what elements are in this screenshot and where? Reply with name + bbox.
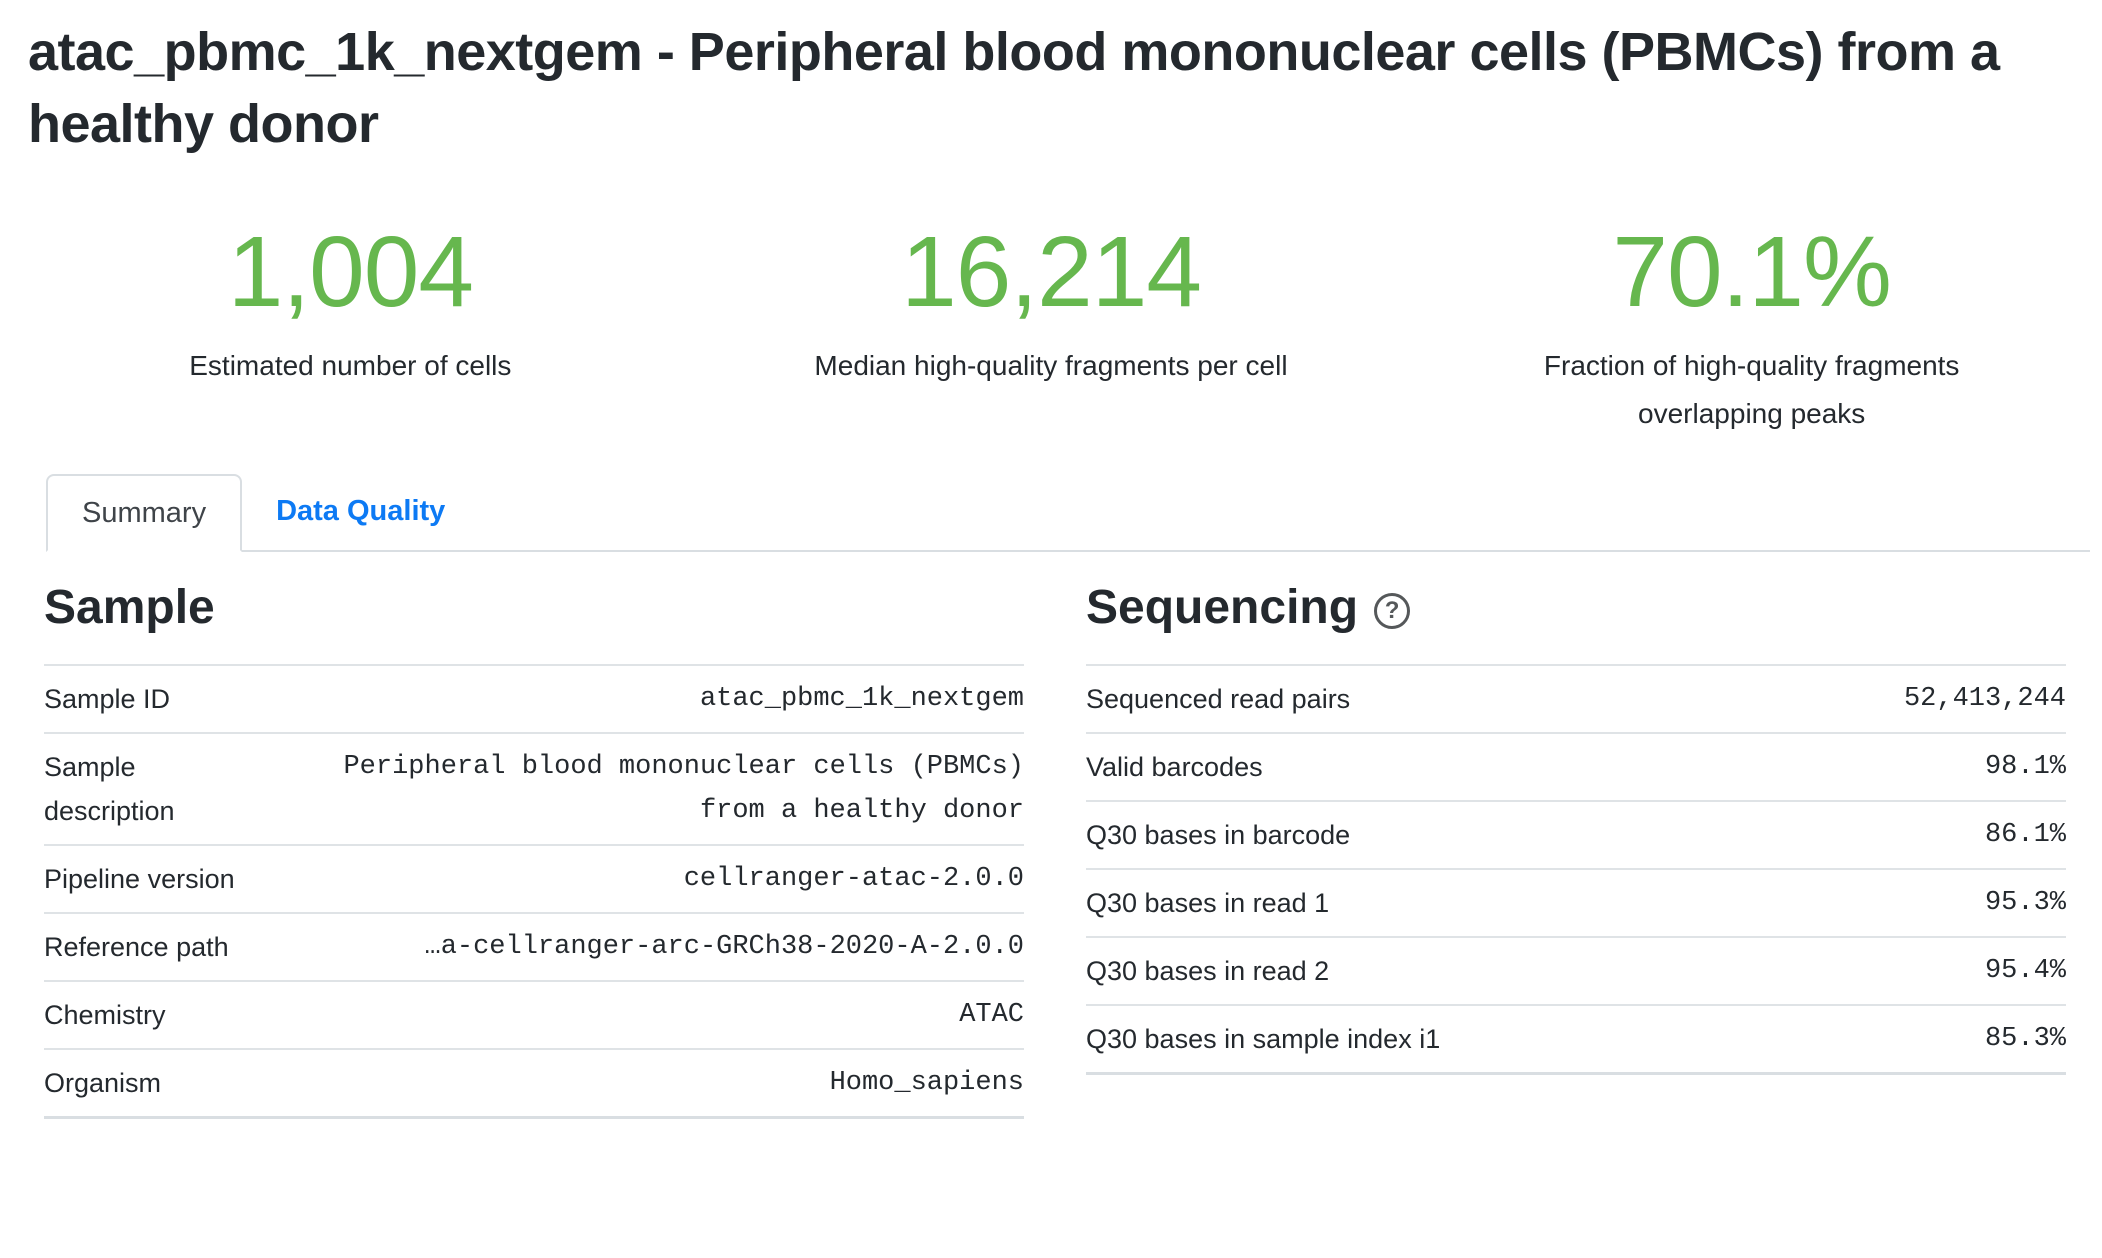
table-row: Q30 bases in read 1 95.3% (1086, 869, 2066, 937)
row-label: Q30 bases in sample index i1 (1086, 1024, 1441, 1054)
tab-data-quality[interactable]: Data Quality (276, 494, 446, 527)
row-value: cellranger-atac-2.0.0 (683, 864, 1024, 894)
row-label: Organism (44, 1068, 162, 1098)
summary-content: Sample Sample ID atac_pbmc_1k_nextgem Sa… (44, 582, 2066, 1119)
metric-value: 16,214 (901, 216, 1202, 328)
row-value: ATAC (959, 1000, 1024, 1030)
row-value: atac_pbmc_1k_nextgem (699, 684, 1024, 714)
row-label: Q30 bases in barcode (1086, 820, 1351, 850)
sample-table: Sample ID atac_pbmc_1k_nextgem Sample de… (44, 664, 1024, 1119)
metric-value: 1,004 (227, 216, 474, 328)
table-row: Pipeline version cellranger-atac-2.0.0 (44, 845, 1024, 913)
row-value: 52,413,244 (1903, 684, 2066, 714)
row-value: 98.1% (1984, 752, 2066, 782)
row-label: Valid barcodes (1086, 752, 1263, 782)
table-row: Sample ID atac_pbmc_1k_nextgem (44, 665, 1024, 733)
row-value: 95.3% (1984, 888, 2066, 918)
table-row: Sample description Peripheral blood mono… (44, 733, 1024, 845)
page-title: atac_pbmc_1k_nextgem - Peripheral blood … (28, 22, 2000, 154)
row-label: Sequenced read pairs (1086, 684, 1351, 714)
metric-label: Fraction of high-quality fragments overl… (1543, 350, 1960, 429)
question-circle-icon[interactable]: ? (1374, 593, 1411, 629)
row-label: Q30 bases in read 1 (1086, 888, 1330, 918)
row-label: Sample description (44, 752, 175, 826)
row-value: 85.3% (1984, 1024, 2066, 1054)
metric-median-fragments: 16,214 Median high-quality fragments per… (701, 222, 1402, 438)
row-label: Q30 bases in read 2 (1086, 956, 1330, 986)
row-label: Pipeline version (44, 864, 235, 894)
sequencing-section: Sequencing ? Sequenced read pairs 52,413… (1086, 582, 2066, 1119)
metric-label: Estimated number of cells (189, 350, 512, 381)
row-value: Homo_sapiens (829, 1068, 1024, 1098)
sample-section-title: Sample (44, 581, 215, 634)
metric-fraction-overlapping-peaks: 70.1% Fraction of high-quality fragments… (1401, 222, 2102, 438)
row-label: Reference path (44, 932, 229, 962)
tab-bar: Summary Data Quality (46, 472, 2090, 552)
table-row: Q30 bases in read 2 95.4% (1086, 937, 2066, 1005)
tab-summary[interactable]: Summary (46, 474, 243, 552)
row-value: 86.1% (1984, 820, 2066, 850)
metric-label: Median high-quality fragments per cell (814, 350, 1288, 381)
row-value: 95.4% (1984, 956, 2066, 986)
row-value: Peripheral blood mononuclear cells (PBMC… (343, 752, 1024, 826)
row-label: Chemistry (44, 1000, 166, 1030)
row-value: …a-cellranger-arc-GRCh38-2020-A-2.0.0 (424, 932, 1025, 962)
table-row: Reference path …a-cellranger-arc-GRCh38-… (44, 913, 1024, 981)
table-row: Q30 bases in barcode 86.1% (1086, 801, 2066, 869)
metrics-hero-row: 1,004 Estimated number of cells 16,214 M… (0, 222, 2102, 438)
row-label: Sample ID (44, 684, 171, 714)
metric-value: 70.1% (1612, 216, 1892, 328)
sample-section: Sample Sample ID atac_pbmc_1k_nextgem Sa… (44, 582, 1024, 1119)
table-row: Chemistry ATAC (44, 981, 1024, 1049)
table-row: Valid barcodes 98.1% (1086, 733, 2066, 801)
table-row: Q30 bases in sample index i1 85.3% (1086, 1005, 2066, 1074)
metric-estimated-cells: 1,004 Estimated number of cells (0, 222, 701, 438)
sequencing-table: Sequenced read pairs 52,413,244 Valid ba… (1086, 664, 2066, 1075)
table-row: Organism Homo_sapiens (44, 1049, 1024, 1118)
table-row: Sequenced read pairs 52,413,244 (1086, 665, 2066, 733)
sequencing-section-title: Sequencing (1086, 581, 1359, 634)
